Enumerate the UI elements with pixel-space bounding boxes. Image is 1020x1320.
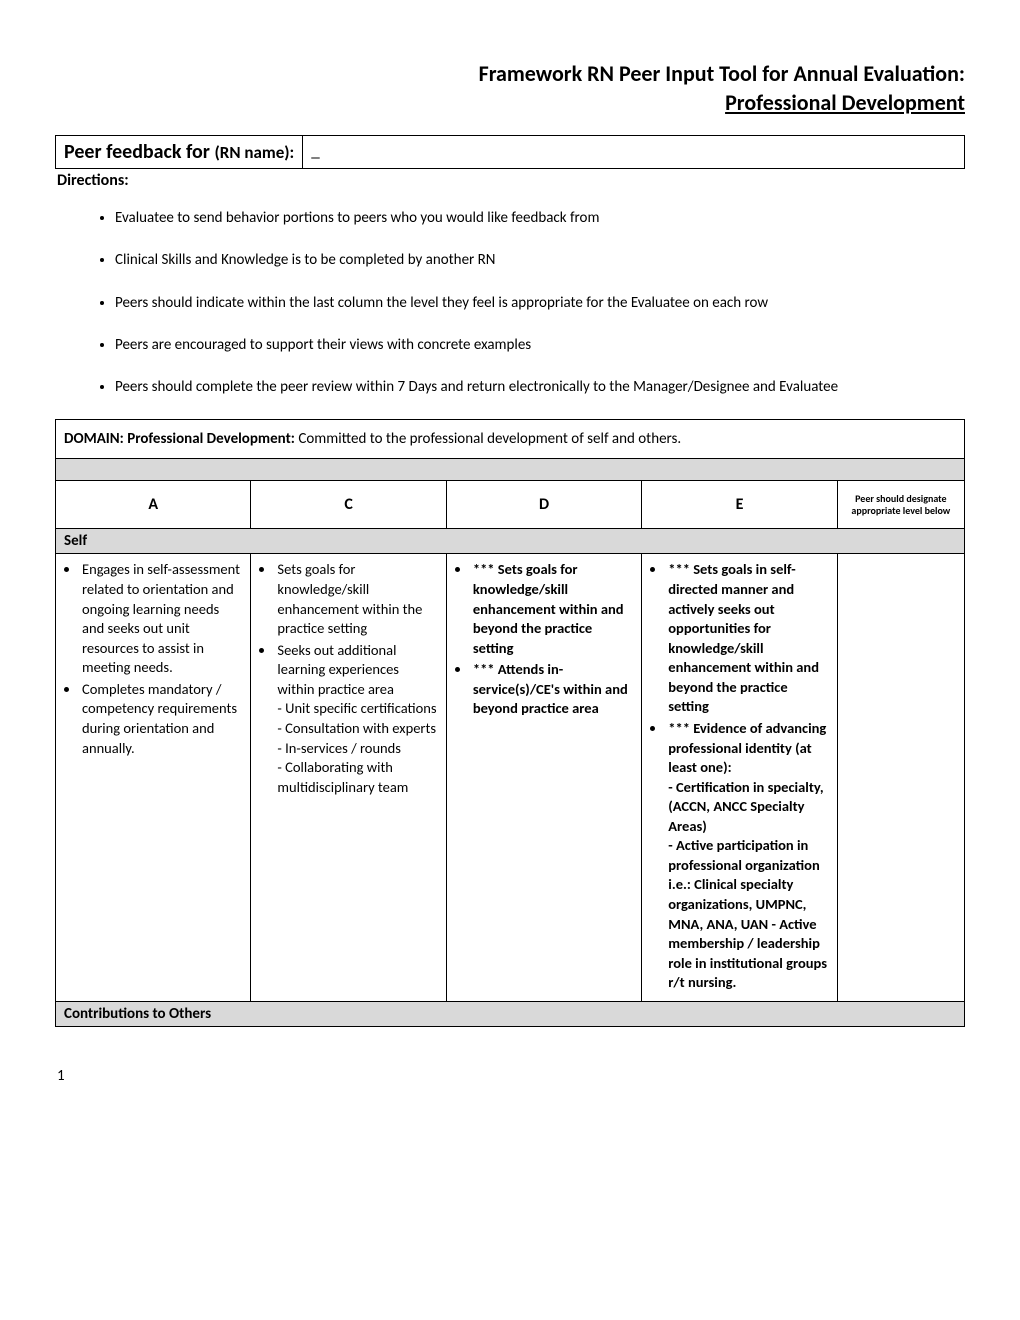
feedback-label-suffix: (RN name):	[214, 142, 294, 163]
domain-desc: Committed to the professional developmen…	[295, 430, 681, 448]
list-item-text: *** Evidence of advancing professional i…	[668, 719, 826, 776]
title-line-2: Professional Development	[725, 89, 965, 116]
page-number: 1	[55, 1067, 965, 1085]
self-content-row: Engages in self-assessment related to or…	[56, 554, 965, 1001]
list-item: *** Attends in-service(s)/CE's within an…	[471, 660, 633, 719]
directions-heading: Directions:	[55, 171, 965, 190]
col-header-c: C	[251, 481, 446, 529]
column-headers-row: A C D E Peer should designate appropriat…	[56, 481, 965, 529]
directions-item: Peers should indicate within the last co…	[115, 293, 965, 313]
self-col-e: *** Sets goals in self-directed manner a…	[642, 554, 837, 1001]
self-col-a: Engages in self-assessment related to or…	[56, 554, 251, 1001]
list-item: Completes mandatory / competency require…	[80, 680, 242, 758]
section-self-label: Self	[56, 529, 965, 554]
directions-item: Peers should complete the peer review wi…	[115, 377, 965, 397]
list-item: Engages in self-assessment related to or…	[80, 560, 242, 677]
sub-item: - Active participation in professional o…	[668, 836, 828, 993]
section-contrib-label: Contributions to Others	[56, 1001, 965, 1026]
title-line-1: Framework RN Peer Input Tool for Annual …	[479, 60, 965, 87]
domain-label: DOMAIN: Professional Development:	[64, 430, 295, 448]
directions-list: Evaluatee to send behavior portions to p…	[55, 208, 965, 397]
sub-item: - Consultation with experts	[277, 719, 437, 739]
list-item: Seeks out additional learning experience…	[275, 641, 437, 798]
col-header-e: E	[642, 481, 837, 529]
domain-header-row: DOMAIN: Professional Development: Commit…	[56, 420, 965, 459]
col-header-peer: Peer should designate appropriate level …	[837, 481, 964, 529]
list-item-text: Seeks out additional learning experience…	[277, 641, 399, 698]
list-item: *** Sets goals for knowledge/skill enhan…	[471, 560, 633, 658]
directions-item: Peers are encouraged to support their vi…	[115, 335, 965, 355]
domain-table: DOMAIN: Professional Development: Commit…	[55, 419, 965, 1026]
self-col-peer[interactable]	[837, 554, 964, 1001]
sub-item: - Certification in specialty, (ACCN, ANC…	[668, 778, 828, 837]
feedback-label-prefix: Peer feedback for	[64, 140, 210, 164]
directions-item: Evaluatee to send behavior portions to p…	[115, 208, 965, 228]
document-title: Framework RN Peer Input Tool for Annual …	[55, 60, 965, 117]
domain-header-cell: DOMAIN: Professional Development: Commit…	[56, 420, 965, 459]
feedback-value-cell[interactable]: _	[303, 136, 964, 168]
self-col-d: *** Sets goals for knowledge/skill enhan…	[446, 554, 641, 1001]
feedback-label-cell: Peer feedback for (RN name):	[56, 136, 303, 168]
col-header-a: A	[56, 481, 251, 529]
sub-item: - In-services / rounds	[277, 739, 437, 759]
self-col-c: Sets goals for knowledge/skill enhanceme…	[251, 554, 446, 1001]
sub-item: - Collaborating with multidisciplinary t…	[277, 758, 437, 797]
section-self-row: Self	[56, 529, 965, 554]
spacer-row	[56, 459, 965, 481]
col-header-d: D	[446, 481, 641, 529]
rn-name-value: _	[311, 140, 319, 161]
list-item: *** Sets goals in self-directed manner a…	[666, 560, 828, 717]
section-contrib-row: Contributions to Others	[56, 1001, 965, 1026]
peer-feedback-box: Peer feedback for (RN name): _	[55, 135, 965, 169]
directions-item: Clinical Skills and Knowledge is to be c…	[115, 250, 965, 270]
sub-item: - Unit specific certifications	[277, 699, 437, 719]
list-item: Sets goals for knowledge/skill enhanceme…	[275, 560, 437, 638]
list-item: *** Evidence of advancing professional i…	[666, 719, 828, 993]
